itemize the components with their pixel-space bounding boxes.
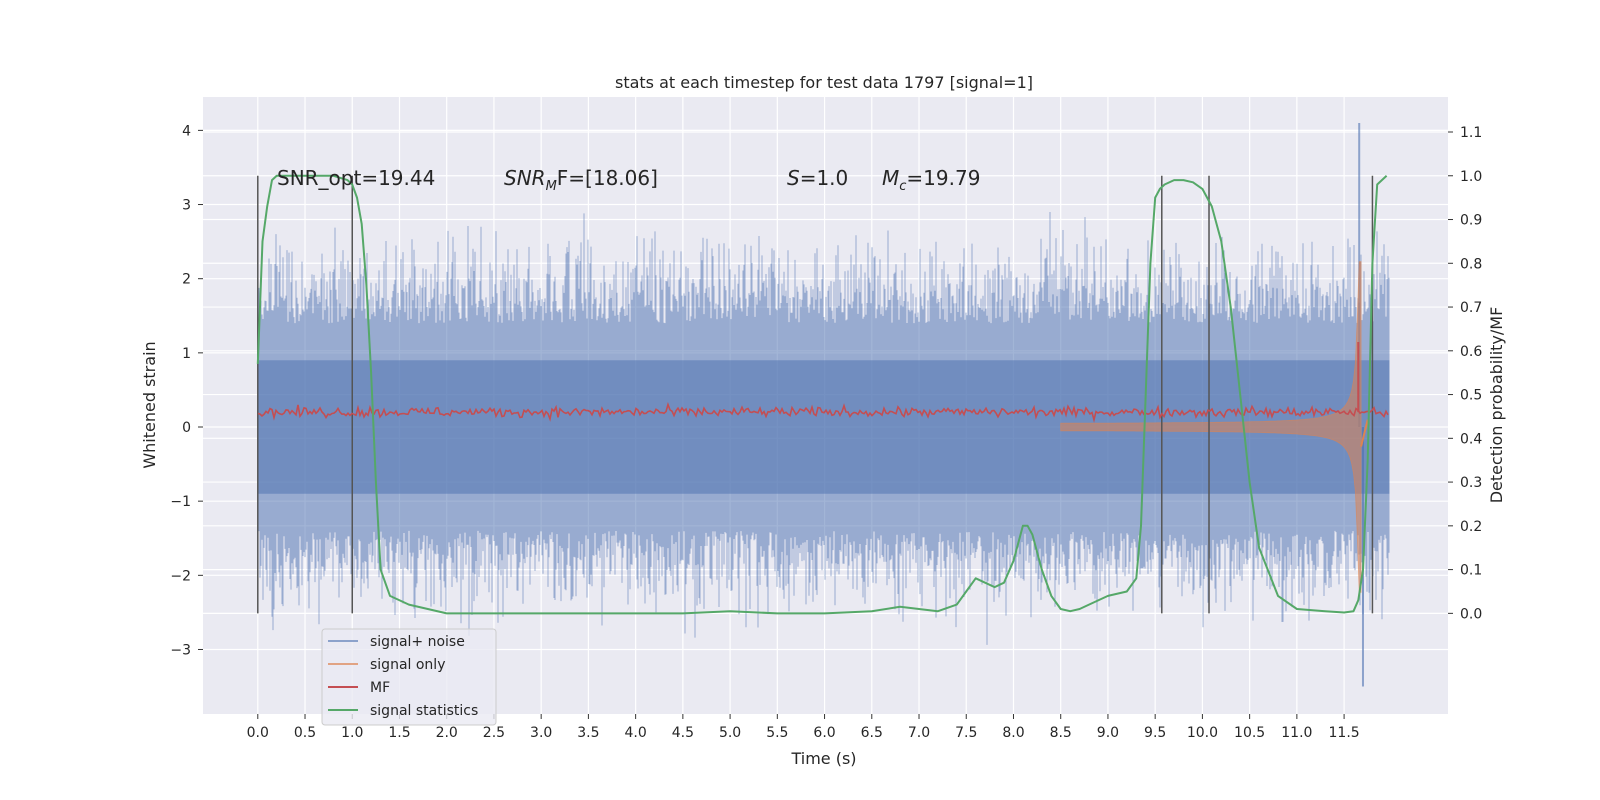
s-annotation: S=1.0 <box>787 166 848 190</box>
stat-trace <box>256 174 1388 615</box>
y2-axis-label: Detection probability/MF <box>1487 307 1506 504</box>
x-tick-label: 8.5 <box>1050 725 1072 741</box>
y2-tick-label: 0.5 <box>1460 388 1482 404</box>
snr-mf-name: SNR <box>504 166 546 190</box>
y2-tick-label: 1.1 <box>1460 125 1482 141</box>
x-axis-label: Time (s) <box>790 749 856 768</box>
y-tick-label: 4 <box>182 123 191 139</box>
x-tick-label: 11.0 <box>1281 725 1312 741</box>
x-tick-label: 10.5 <box>1234 725 1265 741</box>
legend-label-mf: MF <box>370 680 390 696</box>
s-rest: =1.0 <box>800 166 849 190</box>
x-tick-label: 7.5 <box>955 725 977 741</box>
x-tick-label: 0.5 <box>294 725 316 741</box>
x-tick-label: 5.5 <box>766 725 788 741</box>
signal-ringdown <box>1360 419 1369 447</box>
x-tick-label: 1.0 <box>341 725 363 741</box>
x-tick-label: 3.0 <box>530 725 552 741</box>
y-tick-label: −2 <box>170 568 191 584</box>
y2-tick-label: 0.4 <box>1460 431 1482 447</box>
y2-tick-label: 0.7 <box>1460 300 1482 316</box>
mf-trace <box>257 402 1389 423</box>
x-tick-label: 6.5 <box>861 725 883 741</box>
y2-tick-label: 0.8 <box>1460 256 1482 272</box>
x-tick-label: 11.5 <box>1329 725 1360 741</box>
x-tick-label: 3.5 <box>577 725 599 741</box>
y2-tick-label: 0.9 <box>1460 213 1482 229</box>
x-tick-label: 7.0 <box>908 725 930 741</box>
x-tick-label: 4.0 <box>624 725 646 741</box>
x-tick-label: 2.5 <box>483 725 505 741</box>
x-tick-label: 5.0 <box>719 725 741 741</box>
y-tick-label: 2 <box>182 272 191 288</box>
mc-name: M <box>882 166 899 190</box>
x-tick-label: 0.0 <box>247 725 269 741</box>
x-tick-label: 9.0 <box>1097 725 1119 741</box>
y-axis-label: Whitened strain <box>140 341 159 468</box>
legend-label-signal: signal only <box>370 657 445 673</box>
y-tick-label: −1 <box>170 494 191 510</box>
y2-tick-label: 0.0 <box>1460 606 1482 622</box>
y2-tick-label: 1.0 <box>1460 169 1482 185</box>
y-tick-label: 0 <box>182 420 191 436</box>
snr-mf-rest: F=[18.06] <box>557 166 658 190</box>
x-tick-label: 2.0 <box>436 725 458 741</box>
snr-mf-sub: M <box>546 179 557 194</box>
y-axis-ticks: 4 3 2 1 0 −1 −2 −3 <box>170 123 203 658</box>
mc-sub: c <box>899 179 906 194</box>
y-tick-label: 3 <box>182 198 191 214</box>
x-tick-label: 1.5 <box>388 725 410 741</box>
y2-tick-label: 0.3 <box>1460 475 1482 491</box>
x-tick-label: 10.0 <box>1187 725 1218 741</box>
chart-title: stats at each timestep for test data 179… <box>615 73 1033 92</box>
mc-annotation: Mc=19.79 <box>882 166 980 194</box>
legend-label-stat: signal statistics <box>370 703 478 719</box>
legend-box <box>321 628 497 726</box>
y2-tick-label: 0.6 <box>1460 344 1482 360</box>
y-tick-label: −3 <box>170 642 191 658</box>
y2-tick-label: 0.1 <box>1460 563 1482 579</box>
mc-rest: =19.79 <box>906 166 980 190</box>
x-tick-label: 9.5 <box>1144 725 1166 741</box>
y2-tick-label: 0.2 <box>1460 519 1482 535</box>
x-axis-ticks: 0.0 0.5 1.0 1.5 2.0 2.5 3.0 3.5 4.0 4.5 5.0 5.5 6.0 6… <box>247 714 1360 741</box>
signal-statistics-series <box>256 174 1388 615</box>
legend-label-noise: signal+ noise <box>370 634 465 650</box>
x-tick-label: 4.5 <box>672 725 694 741</box>
y2-axis-ticks: 1.1 1.0 0.9 0.8 0.7 0.6 0.5 0.4 0.3 0.2 0.1 0.0 <box>1448 125 1482 622</box>
x-tick-label: 8.0 <box>1002 725 1024 741</box>
x-tick-label: 6.0 <box>813 725 835 741</box>
s-name: S <box>787 166 800 190</box>
snr-opt-annotation: SNR_opt=19.44 <box>277 166 435 190</box>
snr-mf-annotation: SNRMF=[18.06] <box>504 166 658 194</box>
y-tick-label: 1 <box>182 346 191 362</box>
mf-series <box>257 342 1389 423</box>
legend: signal+ noise signal only MF signal stat… <box>321 628 497 726</box>
